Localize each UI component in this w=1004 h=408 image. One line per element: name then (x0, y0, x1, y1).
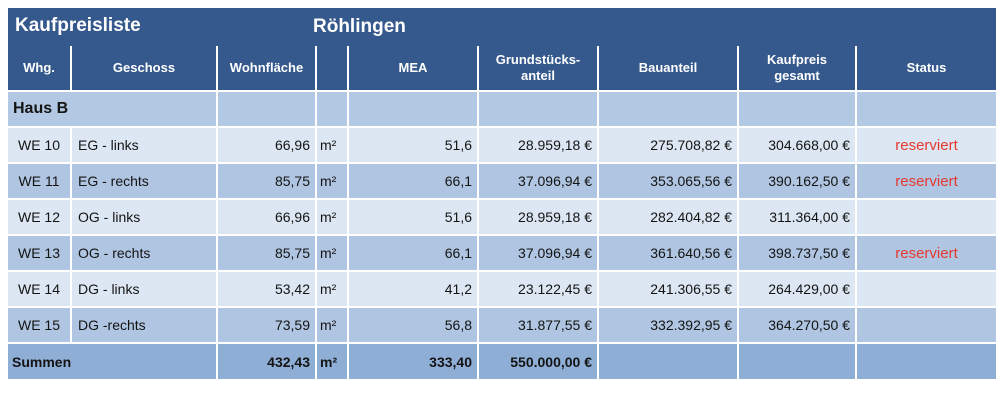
cell-mea: 51,6 (349, 128, 477, 162)
summary-status (857, 344, 996, 379)
empty-cell (218, 92, 315, 126)
cell-unit: m² (317, 272, 347, 306)
column-header-mea: MEA (349, 46, 477, 90)
empty-cell (317, 92, 347, 126)
cell-kaufpreis-gesamt: 364.270,50 € (739, 308, 855, 342)
status-badge: reserviert (857, 128, 996, 162)
cell-bauanteil: 353.065,56 € (599, 164, 737, 198)
summary-label: Summen (8, 344, 216, 379)
column-header-unit (317, 46, 347, 90)
column-header-kaufpreis-gesamt: Kaufpreis gesamt (739, 46, 855, 90)
cell-wohnflaeche: 66,96 (218, 128, 315, 162)
cell-bauanteil: 241.306,55 € (599, 272, 737, 306)
cell-bauanteil: 332.392,95 € (599, 308, 737, 342)
cell-geschoss: DG -rechts (72, 308, 216, 342)
column-header-status: Status (857, 46, 996, 90)
column-header-wohnflaeche: Wohnfläche (218, 46, 315, 90)
cell-kaufpreis-gesamt: 264.429,00 € (739, 272, 855, 306)
cell-mea: 51,6 (349, 200, 477, 234)
summary-wohnflaeche: 432,43 (218, 344, 315, 379)
status-badge: reserviert (857, 164, 996, 198)
column-header-grundstuecksanteil: Grundstücks- anteil (479, 46, 597, 90)
cell-unit: m² (317, 164, 347, 198)
cell-grundstuecksanteil: 37.096,94 € (479, 164, 597, 198)
status-badge: reserviert (857, 236, 996, 270)
cell-geschoss: OG - rechts (72, 236, 216, 270)
cell-grundstuecksanteil: 37.096,94 € (479, 236, 597, 270)
column-header-geschoss: Geschoss (72, 46, 216, 90)
cell-bauanteil: 361.640,56 € (599, 236, 737, 270)
status-badge (857, 308, 996, 342)
cell-mea: 66,1 (349, 236, 477, 270)
cell-bauanteil: 275.708,82 € (599, 128, 737, 162)
cell-mea: 66,1 (349, 164, 477, 198)
cell-kaufpreis-gesamt: 311.364,00 € (739, 200, 855, 234)
status-badge (857, 272, 996, 306)
cell-wohnflaeche: 53,42 (218, 272, 315, 306)
summary-kaufpreis-gesamt (739, 344, 855, 379)
summary-bauanteil (599, 344, 737, 379)
empty-cell (739, 92, 855, 126)
cell-grundstuecksanteil: 31.877,55 € (479, 308, 597, 342)
cell-unit: m² (317, 128, 347, 162)
cell-geschoss: EG - links (72, 128, 216, 162)
location-title: Röhlingen (313, 16, 406, 37)
cell-geschoss: OG - links (72, 200, 216, 234)
cell-unit: m² (317, 200, 347, 234)
cell-wohnflaeche: 73,59 (218, 308, 315, 342)
document-title: Kaufpreisliste (15, 15, 141, 36)
cell-whg: WE 15 (8, 308, 70, 342)
cell-grundstuecksanteil: 28.959,18 € (479, 200, 597, 234)
cell-wohnflaeche: 66,96 (218, 200, 315, 234)
empty-cell (857, 92, 996, 126)
column-header-bauanteil: Bauanteil (599, 46, 737, 90)
table-header-row: Whg. Geschoss Wohnfläche MEA Grundstücks… (8, 46, 996, 90)
empty-cell (479, 92, 597, 126)
cell-geschoss: DG - links (72, 272, 216, 306)
cell-mea: 41,2 (349, 272, 477, 306)
cell-unit: m² (317, 236, 347, 270)
table-body: Haus B WE 10 EG - links 66,96 m² 51,6 28… (8, 90, 996, 379)
cell-whg: WE 14 (8, 272, 70, 306)
cell-kaufpreis-gesamt: 390.162,50 € (739, 164, 855, 198)
summary-mea: 333,40 (349, 344, 477, 379)
cell-wohnflaeche: 85,75 (218, 236, 315, 270)
empty-cell (599, 92, 737, 126)
cell-kaufpreis-gesamt: 398.737,50 € (739, 236, 855, 270)
price-list-table: Kaufpreisliste Röhlingen Whg. Geschoss W… (8, 8, 996, 379)
table-title-bar: Kaufpreisliste Röhlingen (8, 8, 996, 46)
cell-whg: WE 11 (8, 164, 70, 198)
summary-unit: m² (317, 344, 347, 379)
empty-cell (349, 92, 477, 126)
cell-wohnflaeche: 85,75 (218, 164, 315, 198)
cell-mea: 56,8 (349, 308, 477, 342)
summary-grundstuecksanteil: 550.000,00 € (479, 344, 597, 379)
status-badge (857, 200, 996, 234)
cell-grundstuecksanteil: 28.959,18 € (479, 128, 597, 162)
cell-kaufpreis-gesamt: 304.668,00 € (739, 128, 855, 162)
cell-geschoss: EG - rechts (72, 164, 216, 198)
cell-bauanteil: 282.404,82 € (599, 200, 737, 234)
cell-whg: WE 12 (8, 200, 70, 234)
section-label: Haus B (8, 92, 216, 126)
cell-grundstuecksanteil: 23.122,45 € (479, 272, 597, 306)
cell-whg: WE 10 (8, 128, 70, 162)
column-header-whg: Whg. (8, 46, 70, 90)
cell-unit: m² (317, 308, 347, 342)
cell-whg: WE 13 (8, 236, 70, 270)
